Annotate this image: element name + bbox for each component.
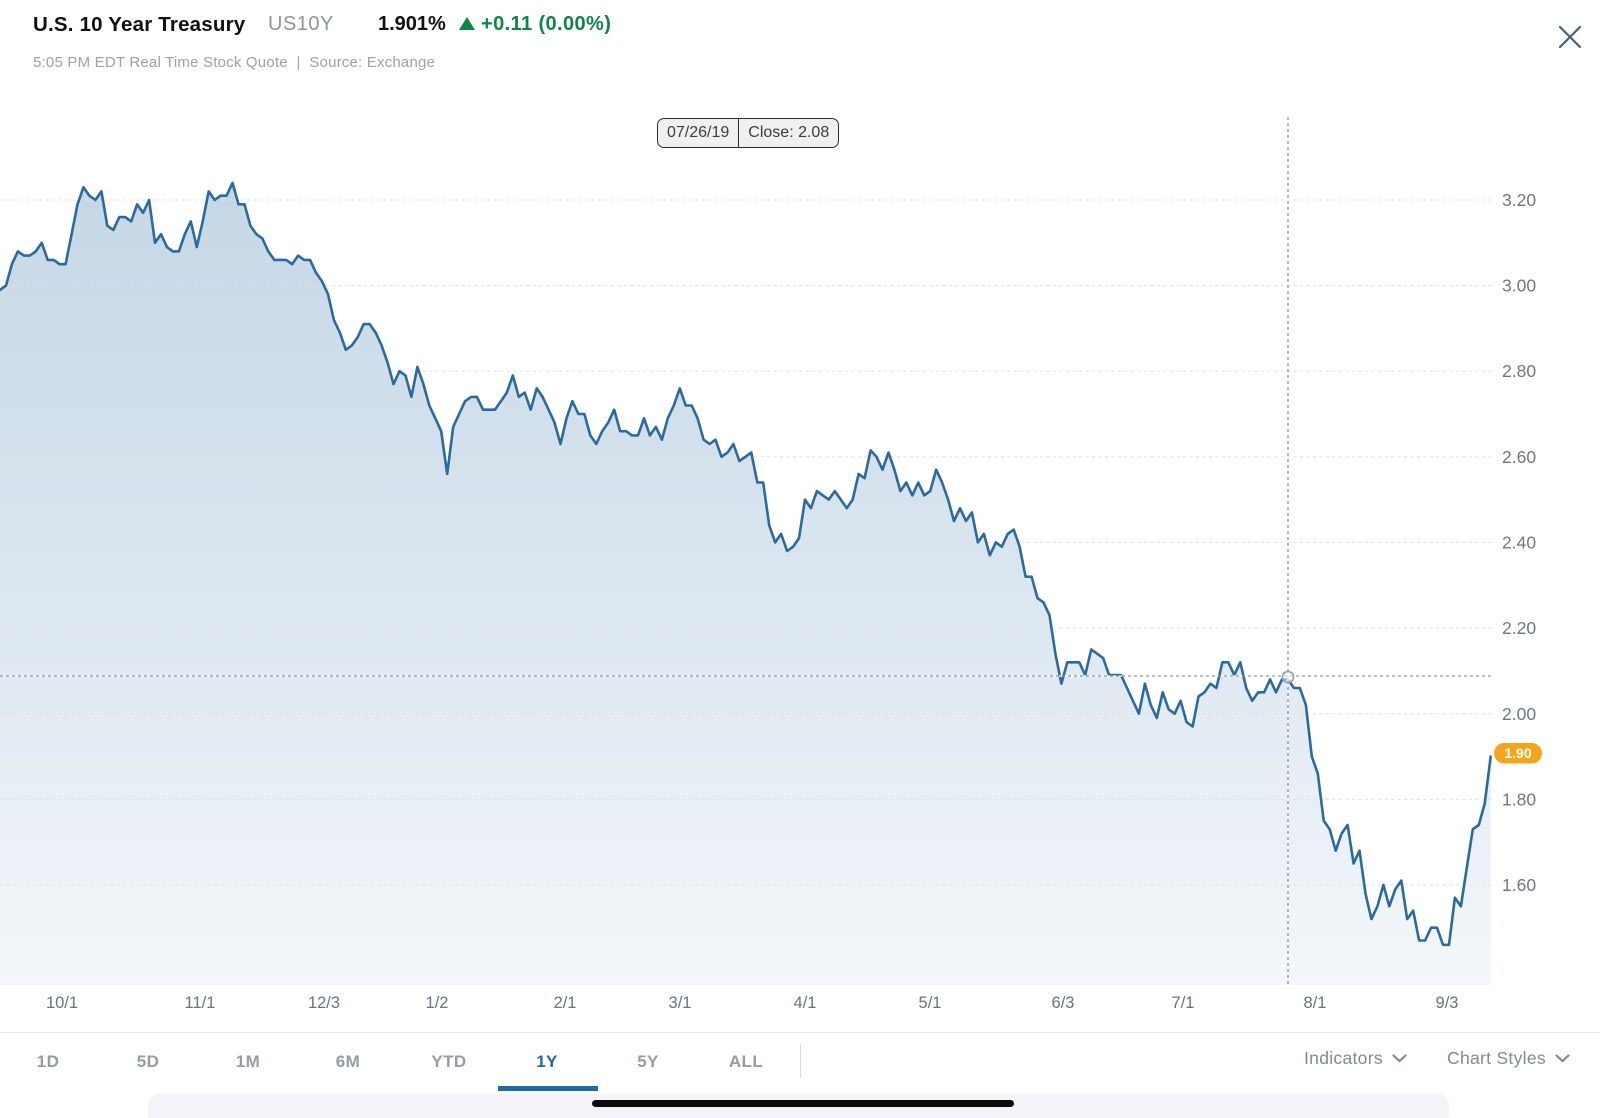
svg-text:2.60: 2.60 (1502, 447, 1536, 467)
svg-text:2.80: 2.80 (1502, 361, 1536, 381)
svg-text:3.20: 3.20 (1502, 190, 1536, 210)
svg-text:4/1: 4/1 (794, 994, 817, 1012)
svg-text:3.00: 3.00 (1502, 276, 1536, 296)
svg-text:8/1: 8/1 (1304, 994, 1327, 1012)
svg-text:2.00: 2.00 (1502, 704, 1536, 724)
svg-text:2/1: 2/1 (554, 994, 577, 1012)
svg-text:10/1: 10/1 (46, 994, 78, 1012)
svg-text:1.80: 1.80 (1502, 789, 1536, 809)
svg-text:5/1: 5/1 (919, 994, 942, 1012)
svg-text:2.40: 2.40 (1502, 533, 1536, 553)
svg-text:1.90: 1.90 (1504, 745, 1531, 761)
svg-text:3/1: 3/1 (669, 994, 692, 1012)
svg-text:7/1: 7/1 (1172, 994, 1195, 1012)
svg-text:1.60: 1.60 (1502, 875, 1536, 895)
svg-text:12/3: 12/3 (308, 994, 340, 1012)
svg-text:9/3: 9/3 (1436, 994, 1459, 1012)
svg-text:6/3: 6/3 (1052, 994, 1075, 1012)
svg-text:1/2: 1/2 (426, 994, 449, 1012)
svg-text:11/1: 11/1 (185, 994, 216, 1012)
svg-text:2.20: 2.20 (1502, 618, 1536, 638)
